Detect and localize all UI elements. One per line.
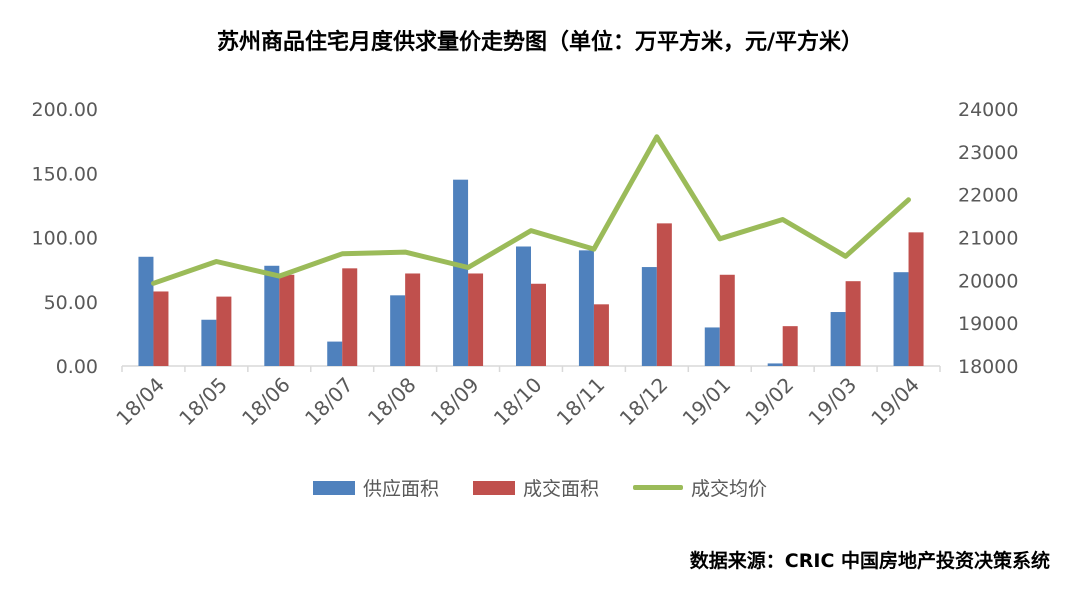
category-label: 18/06: [237, 373, 295, 431]
right-axis-tick-label: 19000: [958, 313, 1018, 335]
bar-deal-11: [845, 281, 861, 366]
bar-supply-4: [390, 295, 406, 366]
bar-supply-6: [516, 246, 531, 366]
bar-deal-10: [782, 326, 798, 366]
bar-supply-11: [830, 312, 846, 366]
category-tick-marks: [121, 366, 941, 372]
bar-supply-5: [453, 179, 469, 366]
category-label: 18/05: [174, 373, 232, 431]
category-label: 18/12: [615, 373, 673, 431]
bar-deal-8: [656, 223, 672, 366]
right-axis-tick-label: 21000: [958, 228, 1018, 250]
legend-item-deal: 成交面积: [472, 474, 599, 501]
bar-deal-12: [908, 232, 924, 366]
left-axis-tick-label: 150.00: [32, 163, 98, 185]
bar-supply-8: [641, 267, 657, 366]
legend-label-deal: 成交面积: [522, 478, 599, 500]
bar-supply-9: [704, 327, 720, 366]
right-axis-tick-label: 18000: [958, 356, 1018, 378]
bar-supply-0: [138, 256, 154, 366]
legend-label-supply: 供应面积: [362, 478, 439, 500]
chart-title: 苏州商品住宅月度供求量价走势图（单位：万平方米，元/平方米）: [216, 30, 864, 55]
bar-supply-2: [264, 265, 280, 366]
legend: 供应面积 成交面积 成交均价: [0, 474, 1080, 501]
bar-supply-7: [578, 250, 594, 366]
left-axis-tick-label: 50.00: [44, 292, 98, 314]
bar-deal-7: [593, 304, 609, 366]
bar-deal-3: [342, 268, 358, 366]
right-axis-tick-label: 22000: [958, 185, 1018, 207]
bar-supply-3: [327, 341, 343, 366]
category-label: 18/08: [363, 373, 421, 431]
category-label: 19/02: [740, 373, 798, 431]
category-label: 18/04: [111, 373, 169, 431]
category-label: 18/09: [426, 373, 484, 431]
data-source-note: 数据来源：CRIC 中国房地产投资决策系统: [689, 550, 1050, 572]
legend-swatch-supply: [312, 480, 355, 495]
category-label: 18/07: [300, 373, 358, 431]
right-axis-tick-label: 20000: [958, 270, 1018, 292]
category-label: 18/10: [489, 373, 547, 431]
category-label: 18/11: [552, 373, 610, 431]
bar-deal-9: [719, 274, 735, 366]
bar-series: [138, 179, 924, 366]
left-axis-tick-label: 200.00: [32, 99, 98, 121]
bar-deal-2: [279, 274, 295, 366]
chart-plot: 0.00 50.00 100.00 150.00 200.00 18000 19000 20…: [32, 99, 1019, 431]
category-labels: 18/04 18/05 18/06 18/07 18/08 18/09 18/10 18/11…: [111, 373, 924, 431]
left-axis-ticks: 0.00 50.00 100.00 150.00 200.00: [32, 99, 98, 378]
left-axis-tick-label: 100.00: [32, 228, 98, 250]
category-label: 19/04: [866, 373, 924, 431]
category-label: 19/01: [678, 373, 736, 431]
bar-supply-12: [893, 272, 909, 366]
bar-supply-1: [201, 319, 217, 366]
legend-item-price: 成交均价: [633, 474, 767, 501]
category-label: 19/03: [803, 373, 861, 431]
bar-supply-10: [767, 363, 783, 366]
bar-deal-4: [405, 273, 421, 366]
legend-swatch-price: [633, 485, 683, 490]
bar-deal-5: [468, 273, 484, 366]
legend-item-supply: 供应面积: [312, 474, 439, 501]
legend-swatch-deal: [472, 480, 515, 495]
bar-deal-0: [153, 291, 169, 366]
bar-deal-6: [531, 283, 546, 366]
legend-label-price: 成交均价: [691, 478, 768, 500]
right-axis-tick-label: 23000: [958, 142, 1018, 164]
bar-deal-1: [216, 296, 232, 366]
right-axis-ticks: 18000 19000 20000 21000 22000 23000 24000: [958, 99, 1018, 378]
line-series-avg-price: [151, 134, 911, 286]
right-axis-tick-label: 24000: [958, 99, 1018, 121]
left-axis-tick-label: 0.00: [56, 356, 98, 378]
